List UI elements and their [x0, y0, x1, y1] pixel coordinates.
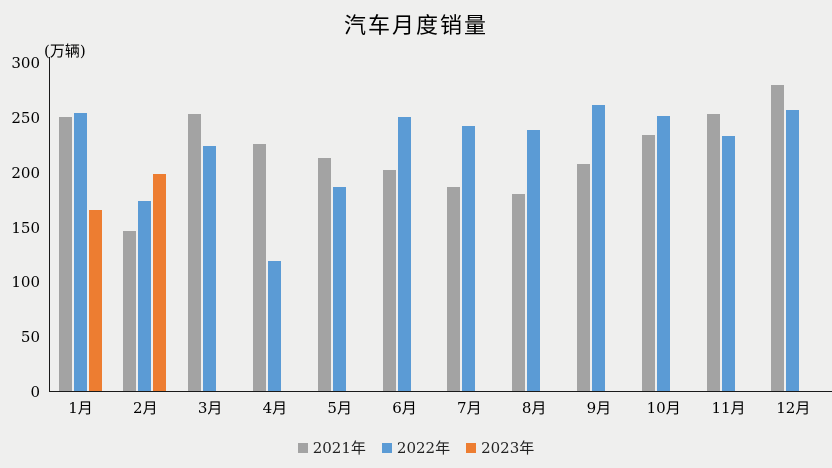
bar-2022年-12月: [786, 110, 800, 391]
x-tick-label: 10月: [646, 399, 681, 417]
bar-2021年-1月: [58, 117, 72, 391]
bar-2022年-3月: [203, 146, 217, 391]
y-tick-label: 0: [30, 383, 40, 401]
legend-item-2022年: 2022年: [381, 437, 451, 458]
x-tick-label: 11月: [711, 399, 746, 417]
x-tick-label: 2月: [133, 399, 158, 417]
legend-label: 2021年: [312, 439, 366, 457]
bar-2022年-6月: [397, 117, 411, 391]
x-tick-label: 9月: [586, 399, 612, 417]
bar-2022年-2月: [138, 201, 152, 391]
legend-swatch-icon: [381, 442, 392, 453]
legend-label: 2022年: [396, 439, 451, 457]
bar-2021年-11月: [706, 114, 720, 391]
y-axis-line: [49, 57, 50, 391]
y-tick-label: 200: [11, 163, 40, 182]
bar-2022年-10月: [656, 116, 670, 391]
y-tick-label: 50: [20, 328, 40, 347]
x-tick-label: 8月: [521, 399, 547, 417]
legend-swatch-icon: [297, 442, 308, 453]
bar-2023年-1月: [88, 210, 102, 391]
x-tick-label: 1月: [68, 399, 93, 417]
bar-2022年-9月: [591, 105, 605, 391]
legend-swatch-icon: [466, 442, 477, 453]
x-axis-line: [49, 391, 832, 392]
x-tick-label: 7月: [457, 399, 482, 417]
bar-2022年-11月: [721, 136, 735, 391]
bar-2021年-10月: [641, 135, 655, 391]
x-tick-label: 6月: [392, 399, 417, 417]
bar-2021年-4月: [252, 144, 266, 391]
bar-2021年-7月: [447, 187, 461, 391]
bar-2021年-5月: [317, 158, 331, 391]
legend-item-2023年: 2023年: [466, 437, 534, 458]
bar-2021年-6月: [382, 170, 396, 391]
y-tick-label: 300: [11, 54, 40, 72]
x-tick-label: 4月: [262, 399, 288, 417]
y-axis-unit-label: (万辆): [44, 42, 86, 60]
bar-2022年-4月: [267, 261, 281, 391]
bar-2021年-9月: [576, 164, 590, 391]
bar-2022年-1月: [73, 113, 87, 391]
bar-2021年-12月: [771, 85, 785, 391]
chart-title: 汽车月度销量: [343, 14, 488, 39]
y-tick-label: 100: [11, 273, 40, 292]
bar-2022年-8月: [527, 130, 541, 391]
y-tick-label: 150: [11, 218, 40, 237]
bar-2022年-5月: [332, 187, 346, 391]
bar-2021年-8月: [512, 194, 526, 391]
bar-2021年-2月: [123, 231, 137, 391]
legend-item-2021年: 2021年: [297, 437, 366, 458]
legend-label: 2023年: [481, 439, 535, 457]
x-tick-label: 3月: [197, 399, 223, 417]
x-tick-label: 5月: [327, 399, 352, 417]
legend: 2021年 2022年 2023年: [0, 437, 832, 458]
x-tick-label: 12月: [776, 399, 811, 417]
bar-2021年-3月: [188, 114, 202, 391]
y-tick-label: 250: [11, 108, 40, 127]
bar-2022年-7月: [462, 126, 476, 391]
bar-2023年-2月: [153, 174, 167, 391]
